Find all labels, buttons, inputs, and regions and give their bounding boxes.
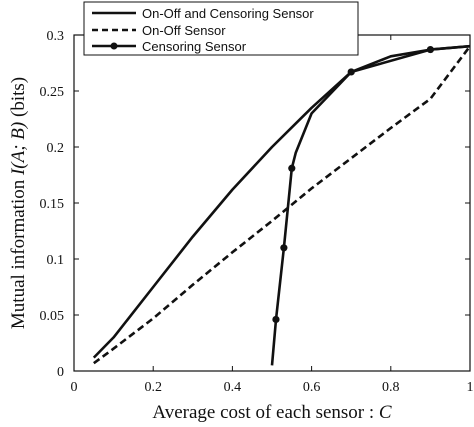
y-tick-label: 0.25	[40, 85, 65, 100]
y-axis-label-function: I	[8, 167, 29, 176]
y-axis-label-unit: (bits)	[8, 77, 29, 122]
series-line-on-off-censoring	[92, 44, 471, 359]
x-tick-label: 0.2	[144, 380, 162, 395]
legend-marker-censoring	[110, 42, 118, 50]
x-tick-label: 1	[467, 380, 474, 395]
x-tick-label: 0.6	[303, 380, 321, 395]
legend: On-Off and Censoring Sensor On-Off Senso…	[83, 1, 359, 56]
y-axis-label: Mutual information I(A; B) (bits)	[8, 77, 29, 329]
x-axis-label-text: Average cost of each sensor :	[152, 402, 379, 423]
x-axis-label-variable: C	[379, 402, 392, 423]
x-tick-label: 0	[71, 380, 78, 395]
x-tick-labels: 0 0.2 0.4 0.6 0.8 1	[71, 380, 474, 395]
series-lines	[92, 44, 472, 366]
legend-label-censoring: Censoring Sensor	[142, 39, 247, 54]
legend-label-on-off: On-Off Sensor	[142, 23, 226, 38]
y-tick-label: 0.1	[47, 253, 65, 268]
series-marker-censoring	[288, 164, 296, 172]
plot-area	[73, 34, 471, 372]
y-axis-label-arguments: (A; B)	[8, 122, 29, 169]
series-marker-censoring	[272, 315, 280, 324]
plot-frame	[73, 34, 471, 372]
series-marker-censoring	[426, 45, 434, 54]
x-axis-label: Average cost of each sensor : C	[152, 402, 392, 423]
series-markers	[272, 45, 434, 324]
series-marker-censoring	[280, 244, 288, 252]
legend-label-on-off-censoring: On-Off and Censoring Sensor	[142, 6, 314, 21]
series-line-on-off	[93, 45, 472, 365]
y-tick-label: 0.3	[47, 29, 65, 44]
y-tick-label: 0	[57, 365, 64, 380]
y-tick-label: 0.2	[47, 141, 65, 156]
series-marker-censoring	[347, 68, 355, 76]
series-line-censoring	[270, 44, 471, 366]
y-axis-label-text: Mutual information	[8, 175, 29, 329]
x-tick-label: 0.8	[382, 380, 400, 395]
y-tick-label: 0.15	[40, 197, 65, 212]
x-tick-label: 0.4	[224, 380, 242, 395]
y-tick-labels: 0 0.05 0.1 0.15 0.2 0.25 0.3	[40, 29, 65, 380]
y-tick-label: 0.05	[40, 309, 65, 324]
